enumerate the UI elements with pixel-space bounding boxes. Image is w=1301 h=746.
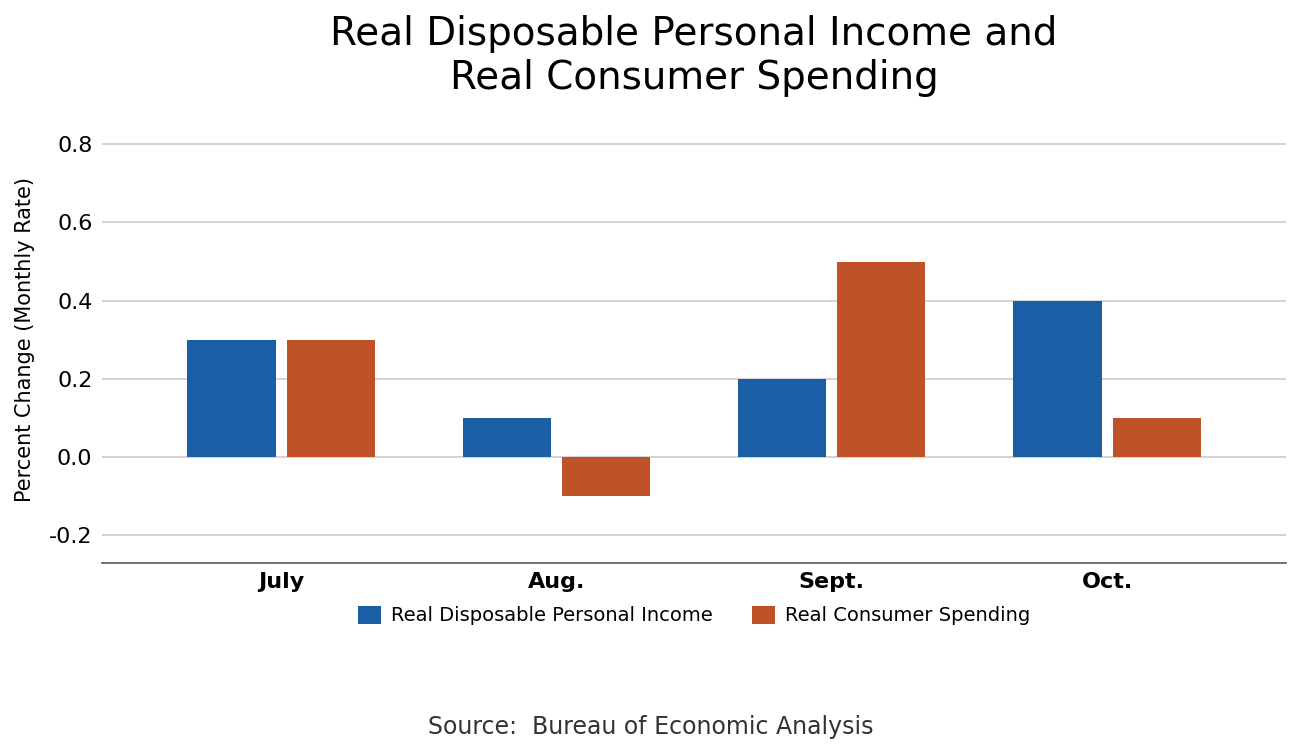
- Bar: [1112, 418, 1201, 457]
- Y-axis label: Percent Change (Monthly Rate): Percent Change (Monthly Rate): [16, 178, 35, 502]
- Bar: [463, 418, 550, 457]
- Bar: [1013, 301, 1102, 457]
- Bar: [838, 262, 925, 457]
- Bar: [187, 339, 276, 457]
- Title: Real Disposable Personal Income and
Real Consumer Spending: Real Disposable Personal Income and Real…: [330, 15, 1058, 97]
- Text: Source:  Bureau of Economic Analysis: Source: Bureau of Economic Analysis: [428, 715, 873, 739]
- Bar: [562, 457, 650, 496]
- Bar: [738, 379, 826, 457]
- Legend: Real Disposable Personal Income, Real Consumer Spending: Real Disposable Personal Income, Real Co…: [350, 598, 1038, 633]
- Bar: [286, 339, 375, 457]
